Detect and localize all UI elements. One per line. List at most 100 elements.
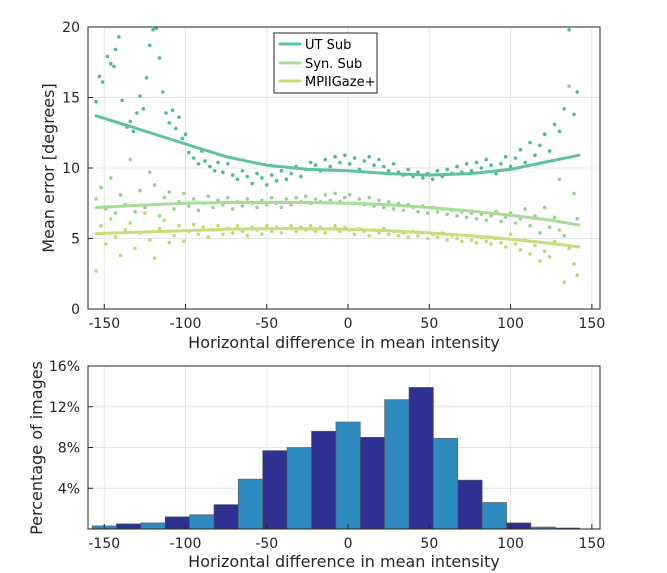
scatter-point [513, 156, 518, 160]
scatter-point [562, 233, 566, 238]
scatter-point [557, 129, 562, 134]
scatter-point [143, 205, 147, 210]
scatter-point [523, 207, 527, 211]
histogram-bar [433, 437, 459, 530]
scatter-point [503, 215, 508, 220]
scatter-point [191, 156, 196, 160]
scatter-point [187, 150, 191, 155]
scatter-point [255, 171, 259, 176]
scatter-point [105, 54, 110, 59]
scatter-point [508, 232, 513, 237]
scatter-point [104, 242, 108, 246]
scatter-point [528, 140, 532, 145]
histogram-bar [335, 421, 361, 530]
scatter-point [460, 239, 464, 244]
scatter-point [279, 205, 284, 210]
scatter-point [118, 193, 123, 197]
scatter-point [455, 214, 459, 218]
scatter-point [196, 232, 201, 237]
scatter-point [308, 160, 313, 165]
scatter-point [245, 197, 250, 201]
scatter-y-tick-label: 15 [62, 91, 80, 107]
scatter-point [120, 98, 124, 103]
scatter-point [323, 231, 328, 235]
scatter-point [299, 174, 303, 179]
histogram-y-tick-label: 8% [58, 441, 80, 457]
scatter-point [196, 162, 201, 166]
scatter-point [416, 233, 420, 238]
scatter-point [489, 163, 493, 167]
scatter-point [289, 224, 294, 228]
scatter-point [138, 188, 142, 193]
scatter-point [94, 269, 98, 273]
histogram-x-tick-label: 0 [344, 536, 353, 552]
scatter-point [255, 205, 259, 210]
scatter-point [489, 242, 493, 246]
scatter-point [157, 56, 162, 60]
scatter-point [196, 208, 201, 213]
histogram-bar [408, 387, 434, 530]
scatter-point [170, 108, 175, 112]
scatter-point [557, 228, 562, 232]
scatter-point [203, 159, 207, 163]
scatter-point [333, 224, 337, 228]
scatter-point [304, 194, 308, 198]
scatter-point [289, 171, 294, 176]
scatter-point [547, 254, 552, 259]
scatter-point [109, 176, 113, 180]
scatter-point [575, 90, 579, 94]
scatter-point [367, 195, 372, 200]
scatter-point [538, 143, 542, 148]
scatter-x-ticks: -150 -100 -50 0 50 100 150 [88, 304, 605, 332]
scatter-point [464, 215, 469, 220]
scatter-point [518, 248, 523, 252]
histogram-bar [311, 430, 337, 530]
scatter-plot: -150 -100 -50 0 50 100 150 0 5 10 15 20 Horizontal… [39, 20, 605, 352]
histogram-x-tick-label: -150 [88, 536, 120, 552]
scatter-point [230, 173, 235, 177]
scatter-point [401, 208, 406, 213]
scatter-point [269, 229, 274, 234]
scatter-point [206, 235, 211, 239]
scatter-point [523, 160, 527, 165]
scatter-point [100, 80, 105, 84]
scatter-point [572, 112, 576, 117]
histogram-y-tick-label: 4% [58, 481, 80, 497]
scatter-point [131, 129, 136, 134]
scatter-point [177, 115, 181, 119]
scatter-point [474, 160, 479, 165]
scatter-point [94, 197, 98, 201]
histogram-bars [91, 387, 580, 530]
scatter-point [113, 211, 118, 215]
scatter-point [135, 111, 139, 115]
fit-line-1 [94, 201, 581, 227]
scatter-point [508, 164, 513, 169]
histogram-bar [116, 523, 142, 530]
scatter-point [469, 238, 474, 242]
scatter-point [372, 163, 376, 167]
scatter-point [435, 209, 440, 214]
scatter-point [406, 235, 411, 239]
histogram-bar [140, 522, 166, 530]
scatter-point [396, 233, 401, 238]
scatter-point [174, 126, 178, 131]
scatter-point [97, 74, 102, 79]
scatter-point [118, 253, 123, 258]
scatter-point [235, 177, 240, 182]
scatter-x-tick-label: -50 [255, 316, 278, 332]
histogram-y-ticks: 4% 8% 12% 16% [49, 359, 93, 497]
scatter-point [226, 195, 230, 200]
histogram-bar [384, 399, 410, 530]
scatter-point [182, 191, 186, 196]
scatter-point [260, 176, 264, 180]
scatter-point [572, 191, 576, 196]
scatter-point [552, 122, 557, 127]
scatter-point [494, 171, 498, 176]
scatter-point [161, 90, 165, 94]
scatter-point [542, 249, 547, 253]
histogram-bar [262, 450, 288, 530]
scatter-point [235, 224, 240, 228]
histogram-plot: -150 -100 -50 0 50 100 150 4% 8% 12% 16% Horizont… [27, 359, 605, 571]
scatter-point [352, 156, 357, 160]
scatter-point [269, 173, 274, 177]
